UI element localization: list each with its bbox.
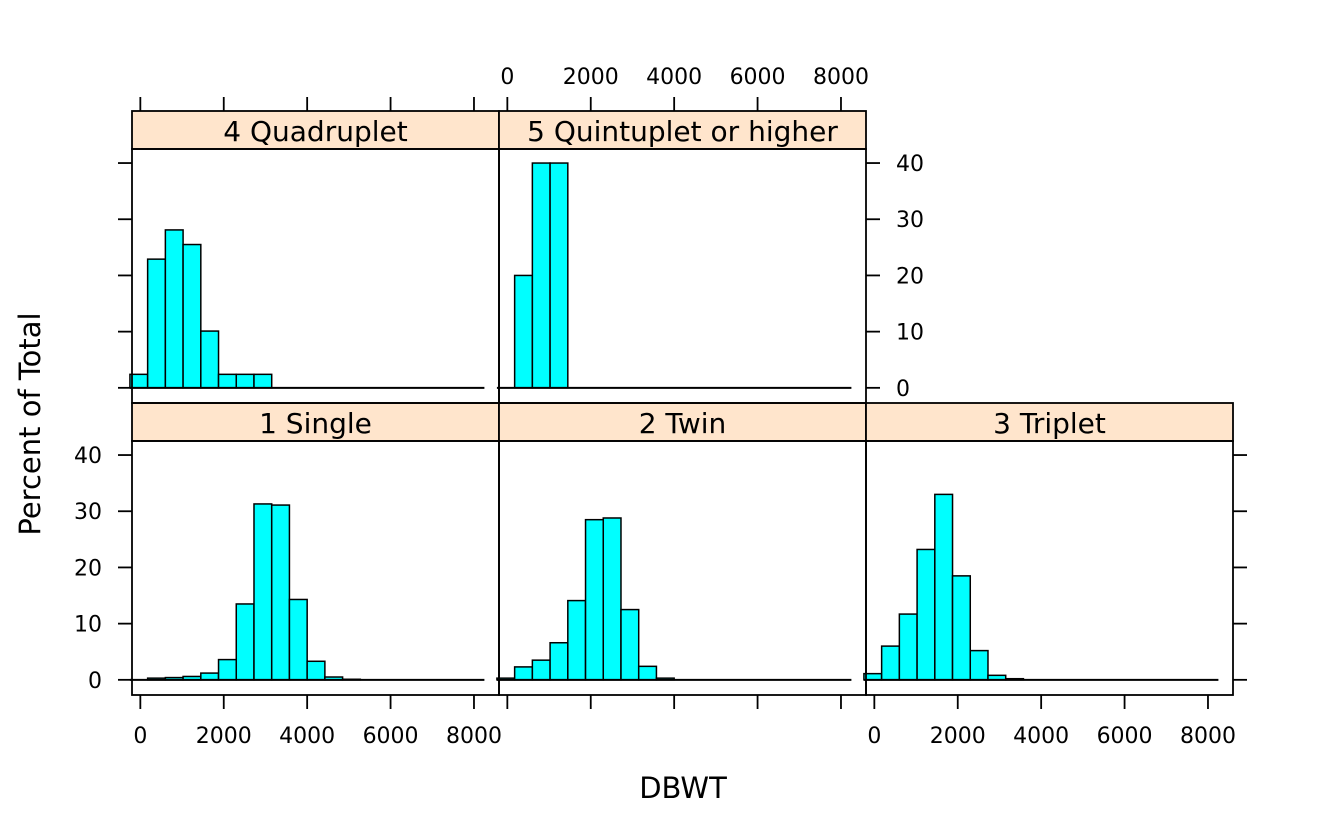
histogram-bar: [306, 660, 326, 681]
histogram-bar: [513, 274, 534, 389]
histogram-bar: [916, 548, 936, 681]
histogram-bar: [200, 330, 220, 389]
x-tick-label: 4000: [646, 65, 702, 90]
histogram-bar: [146, 258, 167, 389]
panel-5-quintuplet-or-higher: 5 Quintuplet or higher: [496, 110, 867, 404]
x-tick-label: 8000: [446, 724, 502, 749]
histogram-bar: [602, 517, 622, 681]
panel-frame: [131, 440, 500, 696]
x-tick-label: 8000: [1180, 724, 1236, 749]
strip-label: 1 Single: [259, 407, 372, 440]
histogram-bar: [200, 672, 220, 681]
histogram-bar: [951, 575, 972, 681]
y-tick-label: 40: [74, 444, 102, 469]
x-axis-bottom-col1: 0 2000 4000 6000 8000: [133, 695, 502, 749]
y-tick-label: 40: [896, 152, 924, 177]
y-axis-left-top: [118, 162, 132, 389]
histogram-bar: [270, 504, 291, 681]
histogram-bar: [217, 373, 238, 389]
x-tick-label: 0: [133, 724, 147, 749]
y-tick-label: 30: [74, 500, 102, 525]
x-tick-label: 2000: [930, 724, 986, 749]
x-tick-label: 4000: [1013, 724, 1069, 749]
strip-header: [865, 402, 1234, 442]
panel-1-single: 1 Single: [129, 402, 500, 696]
x-tick-label: 8000: [813, 65, 869, 90]
histogram-bar: [934, 493, 954, 681]
x-tick-label: 6000: [1097, 724, 1153, 749]
strip-header: [131, 402, 500, 442]
panel-2-twin: 2 Twin: [496, 402, 867, 696]
y-tick-label: 20: [896, 264, 924, 289]
histogram-bar: [217, 658, 238, 681]
panel-3-triplet: 3 Triplet: [863, 402, 1234, 696]
panels-layer: 1 Single 2 Twin 3 Triplet 4 Quadruplet 5 Qui…: [74, 65, 1247, 749]
strip-header: [498, 110, 867, 150]
y-tick-label: 10: [74, 613, 102, 638]
histogram-bar: [549, 162, 569, 389]
y-axis-title: Percent of Total: [13, 312, 47, 535]
y-tick-label: 30: [896, 208, 924, 233]
histogram-bar: [513, 666, 534, 681]
x-tick-label: 4000: [279, 724, 335, 749]
x-tick-label: 2000: [196, 724, 252, 749]
histogram-bar: [288, 598, 308, 681]
strip-label: 2 Twin: [639, 407, 727, 440]
histogram-bar: [549, 641, 569, 681]
x-axis-title: DBWT: [639, 771, 727, 805]
histogram-bar: [164, 229, 184, 389]
histogram-bar: [898, 613, 918, 681]
histogram-bar: [253, 503, 273, 681]
x-tick-label: 0: [500, 65, 514, 90]
x-axis-bottom-col2: [506, 695, 842, 709]
histogram-bar: [253, 373, 273, 389]
y-axis-right-bottom: [1233, 454, 1247, 681]
x-tick-label: 6000: [730, 65, 786, 90]
histogram-bar: [584, 518, 605, 681]
x-axis-top-col2: 0 2000 4000 6000 8000: [500, 65, 869, 111]
histogram-bar: [567, 599, 587, 681]
histogram-bar: [235, 603, 255, 681]
y-tick-label: 0: [88, 669, 102, 694]
panel-4-quadruplet: 4 Quadruplet: [129, 110, 500, 404]
histogram-bar: [182, 243, 202, 389]
y-tick-label: 20: [74, 556, 102, 581]
histogram-bar: [880, 645, 901, 681]
x-tick-label: 2000: [563, 65, 619, 90]
histogram-bar: [637, 665, 658, 681]
y-axis-right-top: 0 10 20 30 40: [866, 152, 924, 402]
histogram-bar: [235, 373, 255, 389]
y-axis-left-bottom: 0 10 20 30 40: [74, 444, 132, 694]
x-tick-label: 6000: [363, 724, 419, 749]
x-axis-top-col1: [139, 97, 475, 111]
y-tick-label: 0: [896, 377, 910, 402]
strip-label: 5 Quintuplet or higher: [527, 115, 838, 148]
histogram-bar: [620, 608, 640, 681]
strip-label: 4 Quadruplet: [223, 115, 407, 148]
strip-label: 3 Triplet: [993, 407, 1106, 440]
histogram-bar: [531, 659, 551, 681]
histogram-bar: [969, 649, 989, 681]
x-axis-bottom-col3: 0 2000 4000 6000 8000: [867, 695, 1236, 749]
histogram-bar: [531, 162, 551, 389]
y-tick-label: 10: [896, 321, 924, 346]
x-tick-label: 0: [867, 724, 881, 749]
